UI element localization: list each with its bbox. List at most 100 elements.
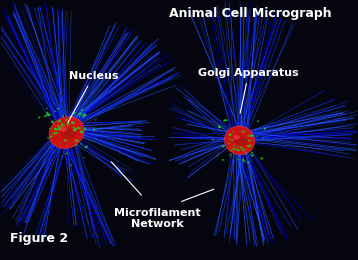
Ellipse shape	[44, 115, 47, 117]
Ellipse shape	[55, 128, 57, 130]
Ellipse shape	[67, 122, 69, 125]
Ellipse shape	[225, 138, 226, 139]
Ellipse shape	[63, 113, 64, 114]
Ellipse shape	[232, 140, 233, 141]
Ellipse shape	[245, 152, 247, 153]
Ellipse shape	[64, 139, 66, 141]
Ellipse shape	[247, 162, 250, 163]
Ellipse shape	[61, 123, 63, 125]
Ellipse shape	[73, 129, 76, 131]
Ellipse shape	[232, 148, 236, 150]
Ellipse shape	[93, 129, 95, 131]
Ellipse shape	[245, 154, 247, 155]
Ellipse shape	[46, 113, 50, 116]
Ellipse shape	[242, 149, 243, 150]
Ellipse shape	[264, 128, 266, 130]
Ellipse shape	[242, 149, 245, 151]
Ellipse shape	[223, 119, 227, 121]
Ellipse shape	[75, 144, 77, 146]
Ellipse shape	[244, 148, 246, 149]
Ellipse shape	[57, 108, 59, 109]
Ellipse shape	[240, 146, 243, 149]
Ellipse shape	[250, 135, 253, 137]
Ellipse shape	[237, 159, 239, 160]
Ellipse shape	[251, 152, 253, 153]
Ellipse shape	[250, 144, 252, 146]
Ellipse shape	[234, 136, 248, 146]
Ellipse shape	[74, 128, 77, 130]
Ellipse shape	[250, 140, 251, 142]
Ellipse shape	[62, 115, 64, 117]
Text: Microfilament
Network: Microfilament Network	[114, 207, 201, 229]
Ellipse shape	[228, 143, 229, 144]
Ellipse shape	[84, 146, 88, 148]
Ellipse shape	[229, 142, 231, 143]
Ellipse shape	[72, 122, 75, 124]
Ellipse shape	[54, 127, 57, 131]
Ellipse shape	[213, 133, 214, 134]
Ellipse shape	[57, 128, 60, 131]
Ellipse shape	[66, 140, 68, 141]
Ellipse shape	[229, 156, 231, 157]
Ellipse shape	[75, 140, 77, 142]
Ellipse shape	[81, 109, 83, 110]
Ellipse shape	[238, 150, 241, 151]
Text: Figure 2: Figure 2	[10, 232, 68, 245]
Ellipse shape	[83, 157, 85, 158]
Ellipse shape	[220, 130, 221, 131]
Ellipse shape	[46, 108, 48, 109]
Ellipse shape	[247, 145, 251, 147]
Ellipse shape	[51, 121, 54, 123]
Ellipse shape	[231, 139, 233, 141]
Ellipse shape	[69, 116, 71, 118]
Ellipse shape	[38, 116, 40, 119]
Ellipse shape	[247, 135, 250, 137]
Ellipse shape	[100, 127, 102, 129]
Ellipse shape	[61, 128, 76, 139]
Ellipse shape	[80, 130, 83, 133]
Ellipse shape	[232, 131, 233, 132]
Ellipse shape	[57, 125, 60, 127]
Ellipse shape	[79, 127, 81, 129]
Ellipse shape	[58, 120, 61, 122]
Ellipse shape	[72, 122, 74, 124]
Ellipse shape	[234, 145, 235, 146]
Ellipse shape	[256, 136, 257, 137]
Ellipse shape	[72, 127, 75, 128]
Text: Nucleus: Nucleus	[68, 71, 118, 122]
Ellipse shape	[262, 138, 264, 139]
Text: Animal Cell Micrograph: Animal Cell Micrograph	[169, 7, 332, 20]
Ellipse shape	[55, 129, 58, 130]
Ellipse shape	[74, 128, 77, 130]
Ellipse shape	[248, 146, 251, 147]
Ellipse shape	[238, 146, 240, 147]
Ellipse shape	[229, 133, 232, 135]
Ellipse shape	[59, 142, 61, 144]
Ellipse shape	[55, 132, 58, 134]
Ellipse shape	[58, 126, 62, 129]
Ellipse shape	[217, 155, 219, 157]
Ellipse shape	[55, 111, 56, 112]
Ellipse shape	[218, 126, 221, 128]
Ellipse shape	[49, 117, 84, 148]
Ellipse shape	[222, 159, 224, 161]
Ellipse shape	[46, 112, 49, 113]
Ellipse shape	[250, 153, 252, 155]
Ellipse shape	[71, 122, 72, 123]
Ellipse shape	[212, 139, 214, 140]
Ellipse shape	[82, 117, 83, 118]
Ellipse shape	[78, 112, 82, 115]
Ellipse shape	[66, 145, 68, 146]
Ellipse shape	[251, 155, 254, 157]
Ellipse shape	[233, 135, 240, 140]
Ellipse shape	[228, 138, 231, 140]
Ellipse shape	[228, 134, 231, 136]
Ellipse shape	[59, 127, 67, 132]
Ellipse shape	[248, 140, 250, 141]
Ellipse shape	[78, 116, 80, 117]
Ellipse shape	[70, 165, 72, 166]
Ellipse shape	[66, 153, 67, 154]
Ellipse shape	[80, 143, 82, 145]
Ellipse shape	[75, 139, 78, 141]
Ellipse shape	[260, 157, 263, 160]
